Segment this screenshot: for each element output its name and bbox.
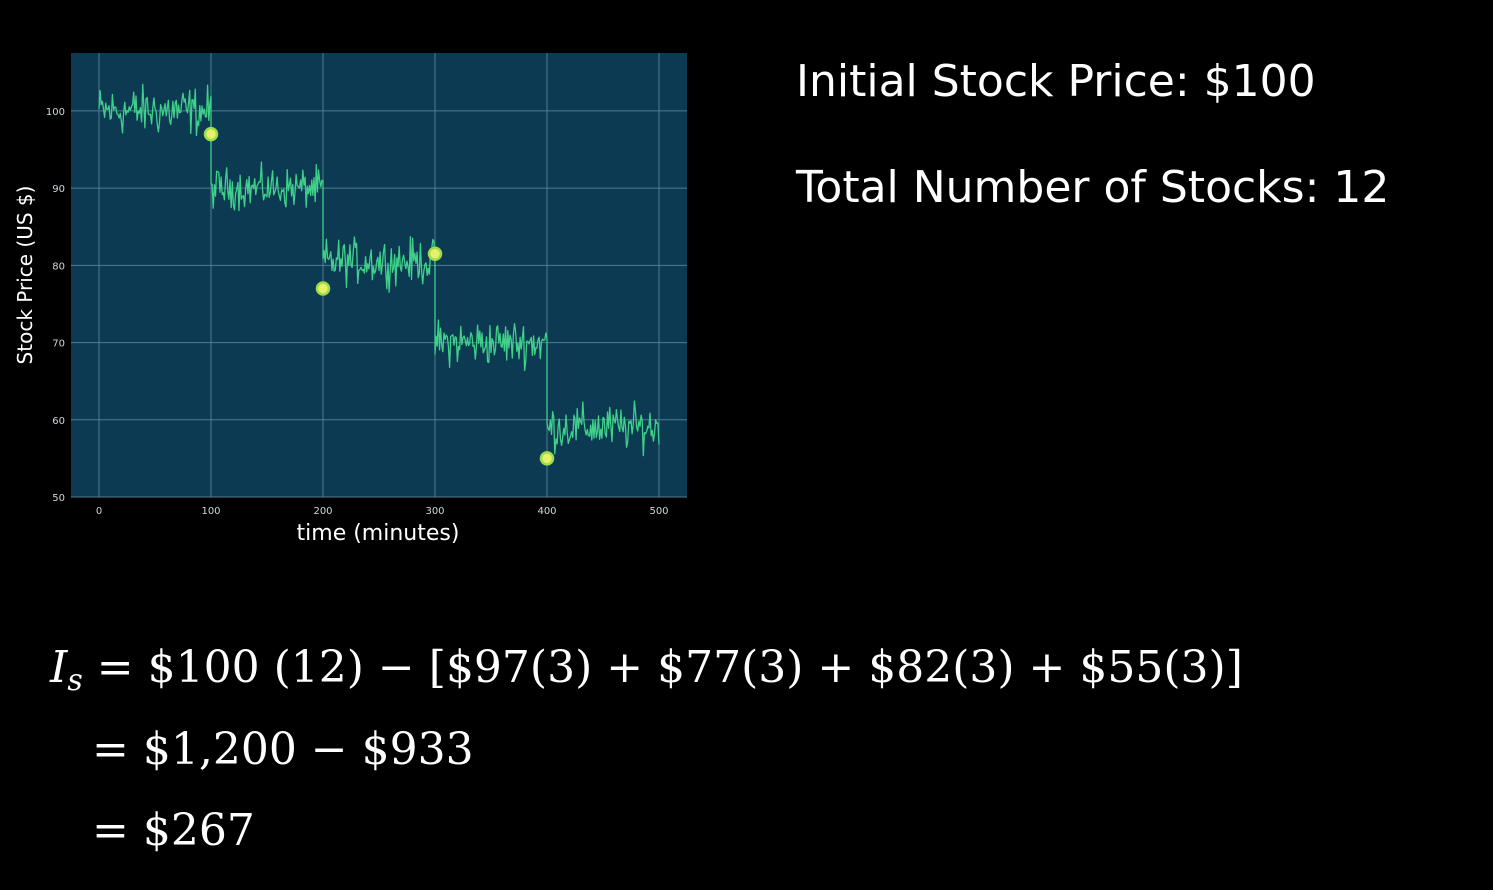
symbol-subscript: s	[67, 663, 83, 698]
y-tick-label: 80	[52, 261, 65, 272]
stock-count-line: Total Number of Stocks: 12	[796, 162, 1389, 213]
trade-markers	[203, 126, 555, 466]
y-axis-label: Stock Price (US $)	[13, 186, 37, 365]
stock-count-value: 12	[1333, 162, 1390, 213]
chart-svg: 0 100 200 300 400 500 50 60 70 80 90 100 time (minu…	[13, 53, 687, 546]
y-tick-label: 50	[52, 493, 65, 504]
trade-marker	[203, 126, 219, 142]
tick-labels: 0 100 200 300 400 500 50 60 70 80 90 100	[46, 107, 669, 517]
x-tick-label: 100	[201, 506, 220, 517]
initial-price-label: Initial Stock Price:	[796, 56, 1190, 107]
y-tick-label: 70	[52, 339, 65, 350]
y-tick-label: 100	[46, 107, 65, 118]
equation-line-1-rhs: = $100 (12) − [$97(3) + $77(3) + $82(3) …	[96, 642, 1243, 693]
x-tick-label: 200	[313, 506, 332, 517]
x-tick-label: 500	[649, 506, 668, 517]
equation-line-3: = $267	[92, 805, 255, 856]
trade-marker	[315, 281, 331, 296]
y-tick-label: 60	[52, 416, 65, 427]
symbol-base: I	[50, 642, 68, 693]
x-tick-label: 300	[425, 506, 444, 517]
trade-marker	[539, 451, 555, 466]
initial-price-value: $100	[1203, 56, 1316, 107]
x-tick-label: 0	[96, 506, 102, 517]
initial-price-line: Initial Stock Price: $100	[796, 56, 1316, 107]
stock-count-label: Total Number of Stocks:	[796, 162, 1320, 213]
shortfall-symbol: Is	[50, 642, 83, 698]
y-tick-label: 90	[52, 184, 65, 195]
equation-line-2: = $1,200 − $933	[92, 724, 474, 775]
x-tick-label: 400	[537, 506, 556, 517]
price-series	[98, 83, 660, 457]
x-axis-label: time (minutes)	[297, 521, 460, 546]
stock-price-chart: 0 100 200 300 400 500 50 60 70 80 90 100 time (minu…	[0, 0, 720, 560]
price-line	[98, 83, 660, 457]
equation-line-1: Is = $100 (12) − [$97(3) + $77(3) + $82(…	[50, 642, 1243, 698]
trade-marker	[427, 246, 443, 262]
